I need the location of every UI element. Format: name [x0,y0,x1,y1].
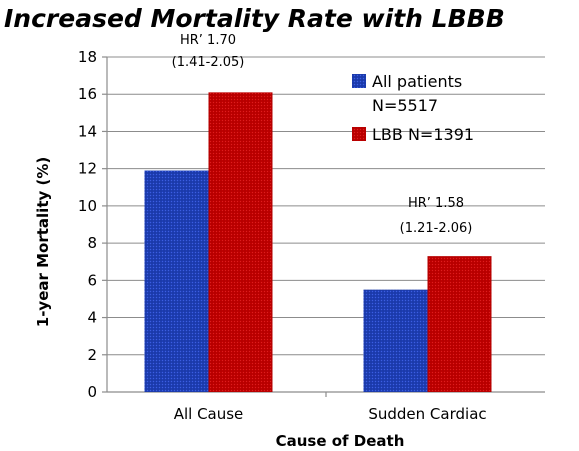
y-tick-label: 16 [78,85,97,103]
hazard-ratio-annotation: HR’ 1.58 [408,196,464,211]
legend-swatch-lbb [352,127,366,141]
x-category-label: All Cause [174,405,244,423]
bars [144,92,492,392]
legend-label-all-patients-line1: All patients [372,72,462,91]
y-axis-title: 1-year Mortality (%) [34,157,52,327]
bar-lbb-all-cause [208,92,273,392]
y-tick-label: 2 [87,346,97,364]
bar-all-patients-sudden-cardiac [363,289,428,392]
hazard-ratio-annotation: (1.41-2.05) [172,55,245,70]
y-tick-label: 18 [78,48,97,66]
y-tick-labels: 0 2 4 6 8 10 12 14 16 18 [78,48,97,401]
chart-title: Increased Mortality Rate with LBBB [4,4,505,33]
x-category-label: Sudden Cardiac [368,405,486,423]
hazard-ratio-annotation: (1.21-2.06) [400,221,473,236]
y-tick-label: 10 [78,197,97,215]
annotations: HR’ 1.70 (1.41-2.05) HR’ 1.58 (1.21-2.06) [172,33,473,236]
hazard-ratio-annotation: HR’ 1.70 [180,33,236,48]
legend-label-lbb: LBB N=1391 [372,125,474,144]
y-tick-label: 4 [87,309,97,327]
bar-lbb-sudden-cardiac [427,256,492,392]
y-tick-label: 8 [87,234,97,252]
y-tick-label: 0 [87,383,97,401]
y-tick-label: 6 [87,271,97,289]
legend-swatch-all-patients [352,74,366,88]
y-tick-label: 12 [78,160,97,178]
legend-label-all-patients-line2: N=5517 [372,96,438,115]
y-tick-label: 14 [78,122,97,140]
x-axis-title: Cause of Death [276,432,405,450]
legend: All patients N=5517 LBB N=1391 [352,72,474,144]
category-labels: All Cause Sudden Cardiac [174,405,487,423]
bar-all-patients-all-cause [144,170,209,392]
